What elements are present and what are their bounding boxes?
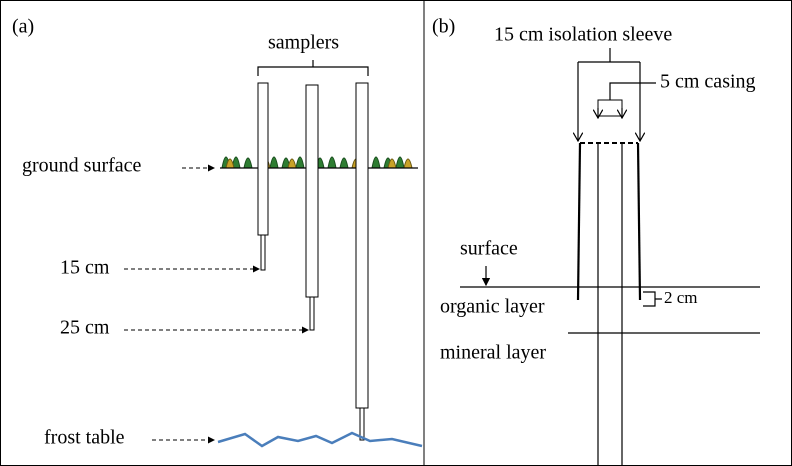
casing-label: 5 cm casing	[660, 71, 756, 93]
sampler-tip	[359, 407, 365, 441]
brace	[257, 60, 369, 76]
panel-b: (b) 15 cm isolation sleeve 5 cm casing s…	[432, 16, 760, 466]
sampler	[355, 82, 369, 409]
mineral-label: mineral layer	[440, 342, 546, 364]
frost-table-line	[217, 431, 423, 448]
ground-surface-label: ground surface	[22, 155, 142, 177]
bracket	[643, 291, 662, 307]
frost-table-label: frost table	[44, 427, 125, 449]
sampler	[257, 82, 269, 236]
depth-label: 15 cm	[60, 257, 110, 279]
samplers-label: samplers	[268, 32, 339, 54]
panel-label: (b)	[432, 16, 455, 38]
panel-a: (a) samplers ground surface 15 cm 25 cm …	[12, 16, 423, 449]
sleeve-wall	[576, 142, 582, 301]
organic-label: organic layer	[440, 296, 545, 318]
sampler-tip	[309, 296, 315, 331]
offset-label: 2 cm	[664, 288, 698, 307]
sleeve-label: 15 cm isolation sleeve	[494, 24, 672, 46]
surface-label: surface	[460, 238, 518, 260]
casing-cap	[597, 99, 623, 117]
bracket	[578, 48, 640, 63]
sampler	[305, 84, 319, 298]
depth-label: 25 cm	[60, 317, 110, 339]
bracket	[609, 82, 656, 100]
sleeve-wall	[636, 142, 642, 301]
panel-label: (a)	[12, 16, 34, 38]
sampler-tip	[260, 234, 266, 271]
